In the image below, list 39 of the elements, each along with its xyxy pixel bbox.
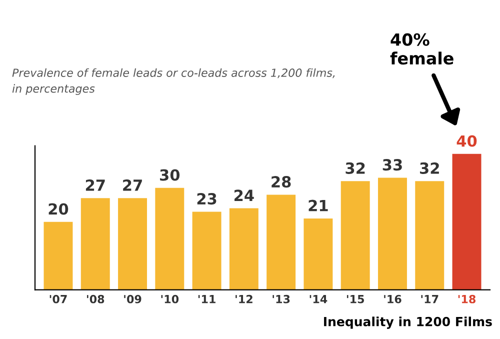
bar <box>80 198 110 290</box>
bar <box>44 222 73 290</box>
x-tick-label: '13 <box>272 294 290 304</box>
data-label: 33 <box>382 159 402 171</box>
bar <box>192 212 222 290</box>
data-label: 32 <box>420 162 439 174</box>
x-tick-label: '17 <box>421 295 438 304</box>
bar <box>155 188 184 290</box>
x-tick-label: '10 <box>161 294 179 304</box>
data-label: 40 <box>456 135 477 147</box>
x-tick-label: '14 <box>310 295 328 304</box>
data-label: 30 <box>160 169 180 181</box>
data-label: 27 <box>86 179 105 191</box>
x-tick-label: '11 <box>198 295 216 304</box>
bar <box>266 194 296 290</box>
data-label: 20 <box>48 203 68 215</box>
data-label: 23 <box>197 193 216 205</box>
x-tick-label: '09 <box>124 294 142 304</box>
bar <box>304 218 333 290</box>
x-tick-label: '18 <box>458 294 476 304</box>
data-label: 24 <box>234 190 254 201</box>
data-label: 21 <box>308 200 328 212</box>
x-tick-label: '12 <box>236 294 252 304</box>
bar <box>378 178 407 290</box>
text: Inequality in 1200 Films <box>324 316 492 329</box>
x-tick-label: '15 <box>346 295 364 304</box>
bar <box>340 181 370 290</box>
text: 40% female <box>390 33 454 65</box>
x-tick-label: '07 <box>50 294 67 304</box>
data-label: 27 <box>123 179 142 191</box>
chart-subtitle: Prevalence of female leads or co-leads across 1,200 films, in percentages <box>12 68 335 95</box>
bar <box>452 154 482 290</box>
data-label: 32 <box>346 162 365 174</box>
x-tick-label: '16 <box>384 294 402 304</box>
bar <box>415 181 444 290</box>
data-label: 28 <box>272 176 291 188</box>
bar <box>229 208 258 290</box>
bar <box>118 198 147 290</box>
x-tick-label: '08 <box>87 294 104 304</box>
